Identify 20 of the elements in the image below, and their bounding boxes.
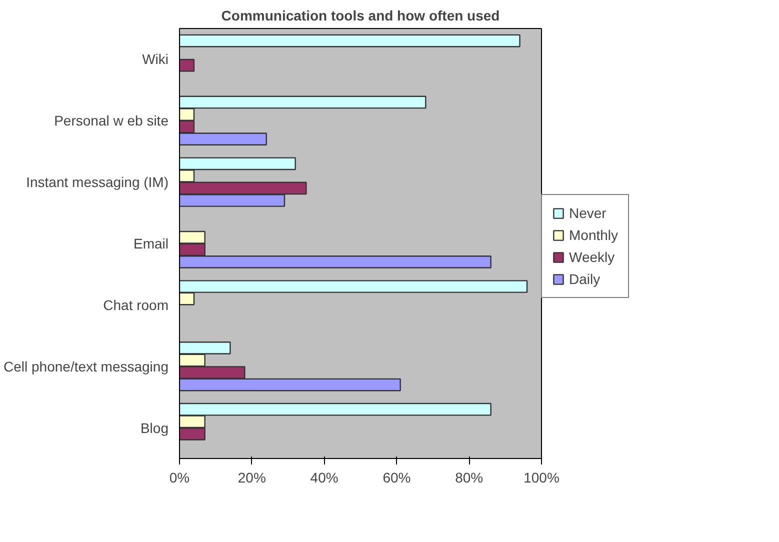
x-tick-label: 40% — [310, 470, 338, 486]
x-tick-label: 20% — [238, 470, 266, 486]
y-tick-label: Personal w eb site — [54, 112, 169, 129]
y-tick-label: Blog — [140, 420, 169, 436]
legend-label: Never — [569, 205, 606, 221]
y-tick-label: Wiki — [142, 51, 169, 68]
y-tick-label: Chat room — [103, 296, 168, 313]
legend-label: Monthly — [569, 227, 618, 243]
y-tick-label: Instant messaging (IM) — [26, 174, 169, 190]
legend-label: Weekly — [569, 249, 615, 265]
bar — [180, 58, 195, 72]
x-tick-label: 0% — [169, 470, 190, 486]
x-tick-label: 60% — [382, 470, 411, 486]
bar — [180, 34, 520, 48]
y-tick-label: Email — [133, 236, 169, 252]
chart-title: Communication tools and how often used — [221, 8, 500, 24]
x-tick-label: 100% — [524, 470, 560, 486]
x-tick-label: 80% — [455, 470, 484, 486]
y-tick-label: Cell phone/text messaging — [4, 358, 169, 374]
legend-label: Daily — [569, 271, 600, 287]
